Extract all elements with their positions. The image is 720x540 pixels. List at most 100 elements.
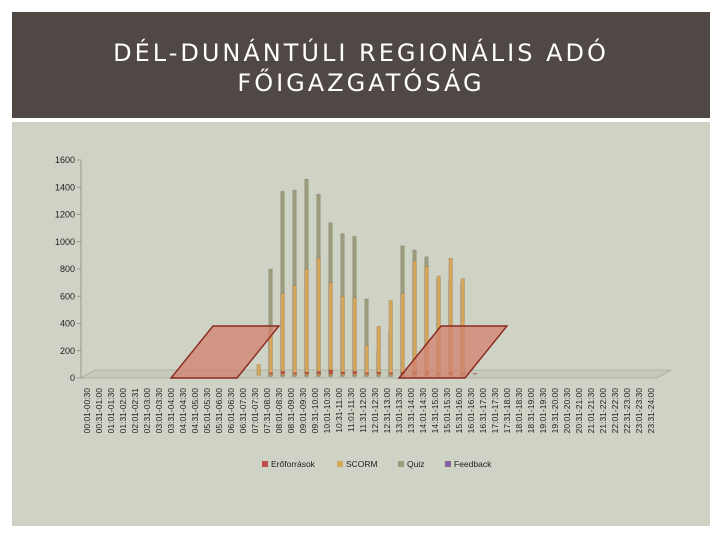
x-tick-label: 18:31-19:00	[526, 388, 536, 434]
bar-scorm	[340, 296, 345, 376]
x-tick-label: 21:01-21:30	[586, 388, 596, 434]
y-tick-label: 0	[70, 373, 75, 383]
bar-scorm	[400, 293, 405, 376]
x-tick-label: 00:01-00:30	[82, 388, 92, 434]
bar-scorm	[328, 282, 333, 376]
y-tick-label: 400	[60, 319, 75, 329]
bar-scorm	[364, 345, 369, 376]
x-tick-label: 07:31-08:00	[262, 388, 272, 434]
x-tick-label: 17:01-17:30	[490, 388, 500, 434]
slide-title: DÉL-DUNÁNTÚLI REGIONÁLIS ADÓ FŐIGAZGATÓS…	[113, 39, 609, 97]
legend-swatch-scorm	[337, 461, 343, 467]
y-tick-label: 1200	[55, 210, 75, 220]
bar-erőforrások	[304, 371, 309, 375]
x-tick-label: 15:31-16:00	[454, 388, 464, 434]
y-tick-label: 200	[60, 346, 75, 356]
bar-erőforrások	[340, 371, 345, 375]
x-tick-label: 10:31-11:00	[334, 388, 344, 433]
bar-erőforrások	[364, 372, 369, 375]
bar-erőforrások	[268, 372, 273, 375]
x-tick-label: 17:31-18:00	[502, 388, 512, 434]
x-tick-label: 05:01-05:30	[202, 388, 212, 434]
x-tick-label: 12:31-13:00	[382, 388, 392, 434]
x-tick-label: 08:01-08:30	[274, 388, 284, 434]
bar-scorm	[376, 326, 381, 376]
bar-erőforrások	[280, 371, 285, 375]
legend-swatch-feedback	[445, 461, 451, 467]
x-tick-label: 06:01-06:30	[226, 388, 236, 434]
bar-quiz	[364, 298, 369, 377]
x-tick-label: 11:31-12:00	[358, 388, 368, 433]
highlight-marker	[169, 325, 281, 379]
x-tick-label: 13:31-14:00	[406, 388, 416, 434]
bar-quiz	[268, 268, 273, 377]
x-tick-label: 05:31-06:00	[214, 388, 224, 434]
bar-scorm	[352, 297, 357, 376]
chart-panel: 0 200 400 600 800 1000 1200 1400 1600 00:01-00:30…	[12, 122, 710, 526]
legend-label-feedback: Feedback	[454, 459, 492, 469]
bar-erőforrások	[472, 373, 477, 375]
x-tick-label: 14:01-14:30	[418, 388, 428, 434]
x-tick-label: 10:01-10:30	[322, 388, 332, 434]
bar-erőforrások	[352, 371, 357, 375]
legend-label-erőforrások: Erőforrások	[271, 459, 316, 469]
legend-label-scorm: SCORM	[346, 459, 378, 469]
x-tick-label: 12:01-12:30	[370, 388, 380, 434]
x-tick-label: 02:01-02:31	[130, 388, 140, 434]
x-tick-label: 23:01-23:30	[634, 388, 644, 434]
bar-erőforrások	[328, 369, 333, 375]
x-tick-label: 08:31-09:00	[286, 388, 296, 434]
y-tick-label: 1400	[55, 182, 75, 192]
x-tick-label: 13:01-13:30	[394, 388, 404, 434]
x-tick-label: 23:31-24:00	[646, 388, 656, 434]
bar-erőforrások	[388, 372, 393, 375]
x-tick-label: 06:31-07:00	[238, 388, 248, 434]
x-tick-label: 11:01-11:30	[346, 388, 356, 432]
y-tick-label: 800	[60, 264, 75, 274]
x-tick-label: 16:31-17:00	[478, 388, 488, 434]
x-tick-label: 22:01-22:30	[610, 388, 620, 434]
x-tick-label: 09:01-09:30	[298, 388, 308, 434]
x-tick-label: 16:01-16:30	[466, 388, 476, 434]
y-tick-label: 1000	[55, 237, 75, 247]
y-tick-label: 1600	[55, 155, 75, 165]
bar-scorm	[256, 364, 261, 376]
legend-swatch-quiz	[398, 461, 404, 467]
x-tick-label: 03:31-04:00	[166, 388, 176, 434]
highlight-marker	[397, 325, 509, 379]
x-tick-label: 03:01-03:30	[154, 388, 164, 434]
x-tick-label: 04:31-05:00	[190, 388, 200, 434]
x-tick-label: 20:31-21:00	[574, 388, 584, 434]
legend-label-quiz: Quiz	[407, 459, 424, 469]
bar-erőforrások	[376, 371, 381, 375]
chart-floor	[79, 369, 673, 379]
x-tick-label: 21:31-22:00	[598, 388, 608, 434]
x-tick-label: 18:01-18:30	[514, 388, 524, 434]
bar-erőforrások	[292, 372, 297, 375]
legend-swatch-erőforrások	[262, 461, 268, 467]
x-tick-label: 04:01-04:30	[178, 388, 188, 434]
bar-quiz	[292, 189, 297, 377]
x-tick-label: 19:31-20:00	[550, 388, 560, 434]
bar-scorm	[316, 258, 321, 376]
x-tick-label: 01:31-02:00	[118, 388, 128, 434]
x-tick-label: 00:31-01:00	[94, 388, 104, 434]
x-tick-label: 07:01-07:30	[250, 388, 260, 434]
x-tick-label: 15:01-15:30	[442, 388, 452, 434]
bar-chart: 0 200 400 600 800 1000 1200 1400 1600 00:01-00:30…	[55, 155, 673, 469]
x-tick-label: 09:31-10:00	[310, 388, 320, 434]
x-tick-label: 20:01-20:30	[562, 388, 572, 434]
bar-erőforrások	[316, 371, 321, 375]
x-tick-label: 19:01-19:30	[538, 388, 548, 434]
bar-scorm	[292, 285, 297, 376]
bar-scorm	[280, 293, 285, 376]
bar-scorm	[388, 300, 393, 376]
x-tick-label: 01:01-01:30	[106, 388, 116, 434]
y-tick-label: 600	[60, 291, 75, 301]
x-tick-label: 14:31-15:00	[430, 388, 440, 434]
bar-scorm	[304, 268, 309, 376]
title-band: DÉL-DUNÁNTÚLI REGIONÁLIS ADÓ FŐIGAZGATÓS…	[12, 12, 710, 118]
x-tick-label: 02:31-03:00	[142, 388, 152, 434]
bar-quiz	[280, 191, 285, 377]
x-tick-label: 22:31-23:00	[622, 388, 632, 434]
